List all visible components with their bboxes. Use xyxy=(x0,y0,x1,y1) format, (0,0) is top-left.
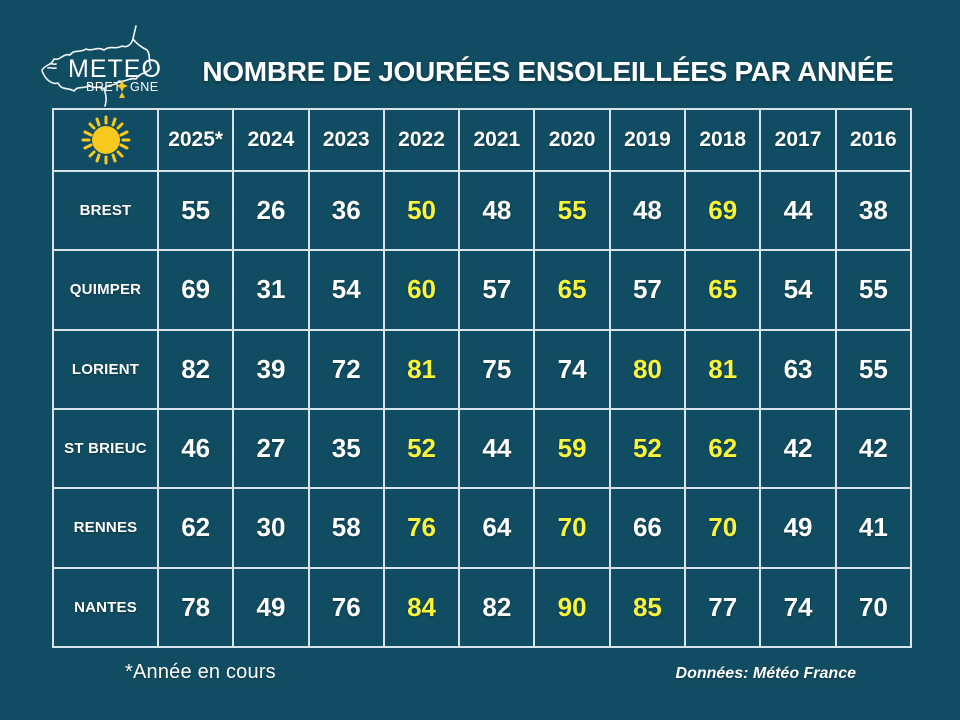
value-cell: 54 xyxy=(759,249,837,331)
value-cell: 85 xyxy=(608,566,687,649)
logo-text-bret: BRET xyxy=(86,80,121,94)
value-cell: 27 xyxy=(232,407,310,490)
value-cell: 52 xyxy=(608,407,687,490)
year-header: 2021 xyxy=(458,108,536,172)
value-cell: 39 xyxy=(232,328,310,410)
year-header: 2022 xyxy=(382,108,461,172)
sun-icon xyxy=(81,115,130,165)
logo-text-meteo: METEO xyxy=(68,55,162,83)
value-cell: 63 xyxy=(759,328,837,410)
value-cell: 55 xyxy=(533,169,611,252)
year-header: 2024 xyxy=(232,108,310,172)
value-cell: 74 xyxy=(759,566,837,649)
value-cell: 58 xyxy=(307,487,385,569)
value-cell: 82 xyxy=(156,328,235,410)
year-header: 2025* xyxy=(156,108,235,172)
value-cell: 70 xyxy=(684,487,762,569)
value-cell: 78 xyxy=(156,566,235,649)
value-cell: 54 xyxy=(307,249,385,331)
value-cell: 55 xyxy=(156,169,235,252)
city-label: ST BRIEUC xyxy=(52,407,159,490)
meteo-bretagne-logo: METEO BRET GNE xyxy=(34,24,172,110)
value-cell: 70 xyxy=(834,566,913,649)
city-label: NANTES xyxy=(52,566,159,649)
value-cell: 64 xyxy=(458,487,536,569)
value-cell: 90 xyxy=(533,566,611,649)
value-cell: 46 xyxy=(156,407,235,490)
value-cell: 81 xyxy=(382,328,461,410)
value-cell: 81 xyxy=(684,328,762,410)
value-cell: 49 xyxy=(232,566,310,649)
table-row: RENNES 62 30 58 76 64 70 66 70 49 41 xyxy=(52,487,913,569)
sunny-days-table: 2025* 2024 2023 2022 2021 2020 2019 2018… xyxy=(52,108,913,649)
value-cell: 69 xyxy=(156,249,235,331)
brittany-map-icon: METEO BRET GNE xyxy=(41,25,162,107)
value-cell: 57 xyxy=(608,249,687,331)
value-cell: 59 xyxy=(533,407,611,490)
value-cell: 26 xyxy=(232,169,310,252)
page-title: NOMBRE DE JOURÉES ENSOLEILLÉES PAR ANNÉE xyxy=(202,56,894,87)
year-header: 2020 xyxy=(533,108,611,172)
table-row: NANTES 78 49 76 84 82 90 85 77 74 70 xyxy=(52,566,913,649)
value-cell: 69 xyxy=(684,169,762,252)
value-cell: 31 xyxy=(232,249,310,331)
header-row: 2025* 2024 2023 2022 2021 2020 2019 2018… xyxy=(52,108,913,172)
value-cell: 52 xyxy=(382,407,461,490)
city-label: BREST xyxy=(52,169,159,252)
value-cell: 36 xyxy=(307,169,385,252)
value-cell: 72 xyxy=(307,328,385,410)
value-cell: 57 xyxy=(458,249,536,331)
value-cell: 84 xyxy=(382,566,461,649)
table-row: LORIENT 82 39 72 81 75 74 80 81 63 55 xyxy=(52,328,913,410)
value-cell: 62 xyxy=(156,487,235,569)
value-cell: 48 xyxy=(608,169,687,252)
value-cell: 44 xyxy=(458,407,536,490)
table-row: BREST 55 26 36 50 48 55 48 69 44 38 xyxy=(52,169,913,252)
year-header: 2023 xyxy=(307,108,385,172)
value-cell: 76 xyxy=(382,487,461,569)
sun-icon-cell xyxy=(52,108,159,172)
value-cell: 74 xyxy=(533,328,611,410)
value-cell: 49 xyxy=(759,487,837,569)
value-cell: 41 xyxy=(834,487,913,569)
value-cell: 30 xyxy=(232,487,310,569)
year-header: 2017 xyxy=(759,108,837,172)
value-cell: 76 xyxy=(307,566,385,649)
value-cell: 42 xyxy=(759,407,837,490)
city-label: RENNES xyxy=(52,487,159,569)
value-cell: 38 xyxy=(834,169,913,252)
value-cell: 80 xyxy=(608,328,687,410)
value-cell: 42 xyxy=(834,407,913,490)
value-cell: 55 xyxy=(834,249,913,331)
year-header: 2018 xyxy=(684,108,762,172)
value-cell: 35 xyxy=(307,407,385,490)
table-row: ST BRIEUC 46 27 35 52 44 59 52 62 42 42 xyxy=(52,407,913,490)
table-body: BREST 55 26 36 50 48 55 48 69 44 38 QUIMPER 69 31 54 60… xyxy=(52,169,913,649)
city-label: LORIENT xyxy=(52,328,159,410)
value-cell: 82 xyxy=(458,566,536,649)
value-cell: 65 xyxy=(533,249,611,331)
value-cell: 55 xyxy=(834,328,913,410)
year-header: 2016 xyxy=(834,108,913,172)
value-cell: 70 xyxy=(533,487,611,569)
logo-text-gne: GNE xyxy=(130,80,159,94)
table-row: QUIMPER 69 31 54 60 57 65 57 65 54 55 xyxy=(52,249,913,331)
ermine-icon xyxy=(116,80,128,98)
value-cell: 62 xyxy=(684,407,762,490)
value-cell: 60 xyxy=(382,249,461,331)
value-cell: 50 xyxy=(382,169,461,252)
year-header: 2019 xyxy=(608,108,687,172)
value-cell: 48 xyxy=(458,169,536,252)
current-year-footnote: *Année en cours xyxy=(125,661,276,683)
value-cell: 65 xyxy=(684,249,762,331)
value-cell: 44 xyxy=(759,169,837,252)
value-cell: 77 xyxy=(684,566,762,649)
table-wrap: 2025* 2024 2023 2022 2021 2020 2019 2018… xyxy=(52,108,913,649)
data-source-credit: Données: Météo France xyxy=(675,665,856,682)
city-label: QUIMPER xyxy=(52,249,159,331)
value-cell: 66 xyxy=(608,487,687,569)
value-cell: 75 xyxy=(458,328,536,410)
